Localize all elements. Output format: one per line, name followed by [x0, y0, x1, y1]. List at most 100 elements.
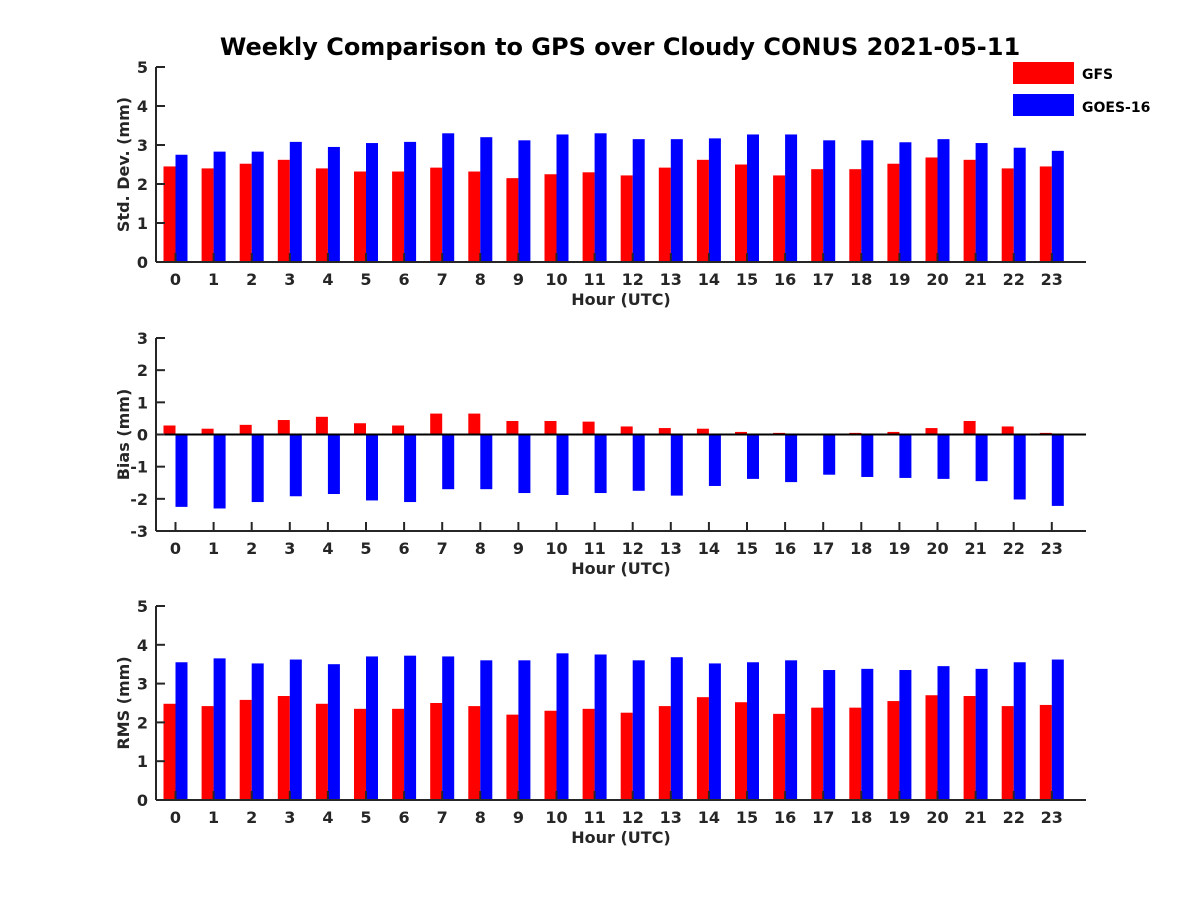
bar-gfs-hour-12 [620, 175, 633, 262]
bar-goes-16-hour-3 [289, 434, 302, 497]
bar-gfs-hour-13 [658, 706, 671, 800]
bar-gfs-hour-18 [849, 707, 862, 800]
y-axis-label-bias: Bias (mm) [114, 389, 133, 481]
bar-gfs-hour-9 [506, 420, 519, 435]
x-tick-label: 12 [622, 808, 644, 827]
x-tick-label: 7 [437, 270, 448, 289]
x-tick-label: 22 [1003, 270, 1025, 289]
bar-gfs-hour-0 [163, 703, 176, 800]
bar-goes-16-hour-11 [594, 434, 607, 494]
y-tick-label: 5 [137, 58, 148, 77]
bar-gfs-hour-10 [544, 710, 557, 800]
y-axis-label-std-dev: Std. Dev. (mm) [114, 97, 133, 232]
x-tick-label: 23 [1041, 539, 1063, 558]
x-tick-label: 9 [513, 808, 524, 827]
bar-goes-16-hour-16 [785, 434, 798, 483]
bar-gfs-hour-14 [696, 428, 709, 435]
bar-gfs-hour-7 [430, 167, 443, 262]
bar-gfs-hour-4 [315, 703, 328, 800]
bar-gfs-hour-20 [925, 157, 938, 262]
bar-goes-16-hour-18 [861, 668, 874, 800]
x-tick-label: 17 [812, 270, 834, 289]
x-tick-label: 11 [583, 270, 605, 289]
x-tick-label: 20 [926, 808, 948, 827]
bar-gfs-hour-23 [1039, 704, 1052, 800]
bar-goes-16-hour-14 [708, 434, 721, 486]
bar-goes-16-hour-1 [213, 434, 226, 509]
x-tick-label: 1 [208, 539, 219, 558]
bar-gfs-hour-1 [201, 428, 214, 435]
bar-gfs-hour-10 [544, 420, 557, 435]
x-tick-label: 23 [1041, 808, 1063, 827]
bar-goes-16-hour-6 [404, 141, 417, 262]
bar-goes-16-hour-9 [518, 434, 531, 494]
bar-gfs-hour-18 [849, 169, 862, 262]
bar-goes-16-hour-1 [213, 658, 226, 800]
bar-goes-16-hour-7 [442, 133, 455, 262]
x-tick-label: 18 [850, 808, 872, 827]
bar-goes-16-hour-15 [747, 662, 759, 800]
x-tick-label: 12 [622, 539, 644, 558]
bar-gfs-hour-3 [277, 696, 290, 800]
bar-gfs-hour-0 [163, 425, 176, 435]
bar-goes-16-hour-8 [480, 137, 493, 262]
x-tick-label: 6 [399, 808, 410, 827]
legend: GFS GOES-16 [1013, 62, 1150, 116]
y-tick-label: 0 [137, 791, 148, 810]
x-tick-label: 12 [622, 270, 644, 289]
x-tick-label: 13 [660, 808, 682, 827]
x-tick-label: 5 [360, 270, 371, 289]
x-tick-label: 9 [513, 539, 524, 558]
bar-goes-16-hour-15 [747, 134, 759, 262]
bar-goes-16-hour-13 [670, 434, 683, 496]
bar-gfs-hour-21 [963, 159, 976, 262]
bar-gfs-hour-20 [925, 428, 938, 435]
x-tick-label: 9 [513, 270, 524, 289]
x-tick-label: 13 [660, 270, 682, 289]
x-tick-label: 15 [736, 270, 758, 289]
x-tick-label: 14 [698, 539, 720, 558]
bar-goes-16-hour-19 [899, 670, 912, 800]
bar-gfs-hour-23 [1039, 166, 1052, 262]
bar-goes-16-hour-9 [518, 140, 531, 262]
y-tick-label: -2 [130, 490, 148, 509]
bar-goes-16-hour-2 [251, 151, 264, 262]
x-tick-label: 14 [698, 808, 720, 827]
bar-goes-16-hour-3 [289, 659, 302, 800]
bar-gfs-hour-6 [392, 425, 405, 435]
bar-goes-16-hour-11 [594, 654, 607, 800]
y-tick-label: 3 [137, 136, 148, 155]
x-tick-label: 19 [888, 270, 910, 289]
bar-gfs-hour-4 [315, 416, 328, 435]
x-tick-label: 0 [170, 808, 181, 827]
y-axis-label-rms: RMS (mm) [114, 656, 133, 749]
bar-gfs-hour-9 [506, 178, 519, 262]
x-tick-label: 10 [545, 270, 567, 289]
x-tick-label: 17 [812, 808, 834, 827]
bar-goes-16-hour-16 [785, 134, 798, 262]
x-tick-label: 15 [736, 808, 758, 827]
y-tick-label: -3 [130, 522, 148, 541]
x-tick-label: 4 [322, 539, 333, 558]
bar-gfs-hour-21 [963, 420, 976, 435]
bar-gfs-hour-2 [239, 699, 252, 800]
bar-gfs-hour-11 [582, 172, 595, 262]
bar-goes-16-hour-22 [1013, 662, 1026, 800]
bar-gfs-hour-19 [887, 163, 900, 262]
chart-title: Weekly Comparison to GPS over Cloudy CON… [220, 33, 1020, 61]
x-tick-label: 5 [360, 808, 371, 827]
x-tick-label: 13 [660, 539, 682, 558]
bar-goes-16-hour-6 [404, 434, 417, 503]
legend-label-goes16: GOES-16 [1082, 100, 1150, 116]
x-tick-label: 18 [850, 539, 872, 558]
bar-gfs-hour-2 [239, 163, 252, 262]
x-tick-label: 23 [1041, 270, 1063, 289]
bar-goes-16-hour-23 [1051, 150, 1064, 262]
y-tick-label: 4 [137, 97, 148, 116]
x-tick-label: 20 [926, 270, 948, 289]
x-tick-label: 5 [360, 539, 371, 558]
bar-gfs-hour-6 [392, 708, 405, 800]
bar-goes-16-hour-1 [213, 151, 226, 262]
bar-gfs-hour-22 [1001, 168, 1014, 262]
